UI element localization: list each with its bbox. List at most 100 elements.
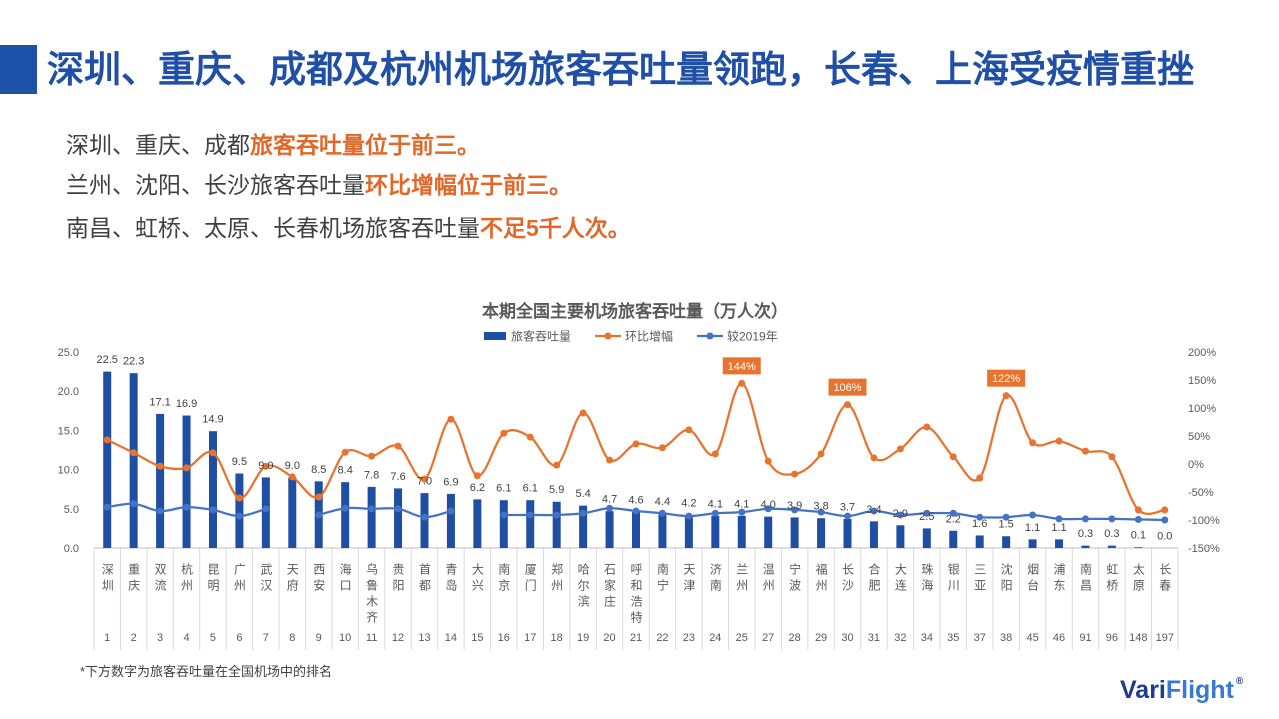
right-axis-tick-label: 50%	[1188, 431, 1210, 443]
series-marker	[526, 511, 534, 519]
series-marker	[844, 512, 852, 520]
left-axis-tick-label: 10.0	[58, 465, 79, 477]
logo-word-flight: Flight	[1165, 676, 1234, 704]
series-marker	[844, 401, 852, 409]
growth-callout-box	[722, 357, 761, 375]
rank-label: 30	[841, 632, 853, 644]
bar	[208, 431, 217, 548]
series-marker	[1081, 515, 1089, 523]
category-axis	[93, 547, 1179, 650]
bar	[182, 415, 191, 548]
rank-label: 35	[947, 632, 959, 644]
series-marker	[103, 436, 111, 444]
bar	[1107, 545, 1116, 548]
rank-label: 6	[236, 632, 242, 644]
bar-value-label: 1.6	[972, 518, 987, 530]
bar	[1055, 539, 1064, 548]
series-marker	[1002, 392, 1010, 400]
rank-label: 197	[1156, 632, 1174, 644]
series-marker	[315, 511, 323, 519]
rank-label: 21	[630, 632, 642, 644]
bar	[1081, 545, 1090, 548]
series-marker	[1055, 515, 1063, 523]
series-marker	[394, 505, 402, 513]
bar-value-label: 2.2	[946, 513, 961, 525]
series-marker	[341, 448, 349, 456]
rank-label: 28	[789, 632, 801, 644]
bar-value-label: 6.9	[443, 476, 458, 488]
series-marker	[500, 429, 508, 437]
series-marker	[553, 511, 561, 519]
rank-label: 12	[392, 632, 404, 644]
bar-value-label: 9.0	[258, 460, 273, 472]
series-marker	[1161, 516, 1169, 524]
bar	[658, 513, 667, 548]
bar	[711, 515, 720, 548]
rank-label: 22	[656, 632, 668, 644]
series-marker	[235, 494, 243, 502]
series-marker	[896, 445, 904, 453]
series-marker	[817, 450, 825, 458]
rank-label: 19	[577, 632, 589, 644]
rank-label: 8	[289, 632, 295, 644]
bullet-text: 深圳、重庆、成都	[66, 132, 250, 158]
series-marker	[420, 513, 428, 521]
rank-label: 5	[210, 632, 216, 644]
series-marker	[949, 453, 957, 461]
series-marker	[632, 440, 640, 448]
series-marker	[447, 507, 455, 515]
bar-value-label: 4.6	[628, 494, 643, 506]
series-marker	[526, 433, 534, 441]
right-axis-tick-label: -100%	[1188, 515, 1220, 527]
series-marker	[473, 472, 481, 480]
bar	[605, 511, 614, 548]
series-marker	[658, 444, 666, 452]
bar-value-label: 16.9	[176, 398, 197, 410]
bar-value-label: 4.0	[761, 499, 776, 511]
rank-label: 46	[1053, 632, 1065, 644]
rank-label: 9	[316, 632, 322, 644]
rank-label: 25	[736, 632, 748, 644]
rank-label: 37	[974, 632, 986, 644]
bar	[235, 473, 244, 548]
logo-word-vari: Vari	[1120, 676, 1166, 704]
bar-value-label: 8.4	[338, 465, 353, 477]
left-axis-tick-label: 25.0	[58, 347, 79, 359]
bar-value-label: 4.1	[734, 498, 749, 510]
rank-label: 17	[524, 632, 536, 644]
series-marker	[738, 379, 746, 387]
series-marker	[976, 513, 984, 521]
series-marker	[156, 462, 164, 470]
rank-label: 15	[471, 632, 483, 644]
bar-value-label: 7.8	[364, 469, 379, 481]
series-marker	[791, 470, 799, 478]
bar-value-label: 3.7	[840, 501, 855, 513]
bar-value-label: 1.1	[1051, 522, 1066, 534]
series-marker	[447, 415, 455, 423]
growth-series	[103, 379, 1169, 515]
bullet-line: 兰州、沈阳、长沙旅客吞吐量环比增幅位于前三。	[66, 170, 572, 200]
rank-label: 2	[131, 632, 137, 644]
series-marker	[1134, 515, 1142, 523]
series-marker	[368, 452, 376, 460]
series-marker	[579, 409, 587, 417]
rank-label: 34	[921, 632, 933, 644]
bar-value-label: 6.2	[470, 482, 485, 494]
vs-2019-series	[103, 500, 1169, 524]
series-marker	[209, 449, 217, 457]
series-marker	[711, 509, 719, 517]
right-axis-tick-label: 0%	[1188, 459, 1204, 471]
footnote: *下方数字为旅客吞吐量在全国机场中的排名	[80, 664, 333, 679]
legend-label: 较2019年	[727, 329, 778, 344]
bullet-highlight: 不足5千人次。	[480, 215, 631, 241]
series-marker	[632, 507, 640, 515]
bar-value-label: 1.5	[998, 519, 1013, 531]
bar-value-label: 9.0	[285, 460, 300, 472]
left-axis-tick-label: 20.0	[58, 386, 79, 398]
growth-callout-box	[828, 378, 867, 396]
bar	[103, 371, 112, 548]
bar	[684, 515, 693, 548]
series-marker	[923, 509, 931, 517]
rank-label: 38	[1000, 632, 1012, 644]
